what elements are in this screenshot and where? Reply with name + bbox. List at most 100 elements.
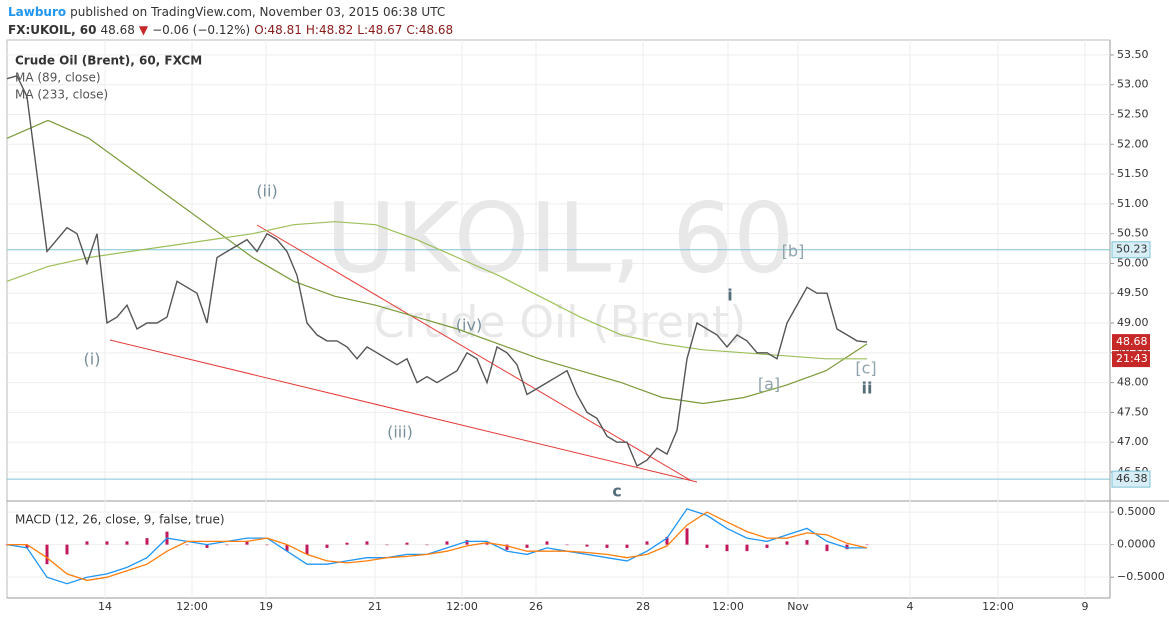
wave-label: ii [862,379,873,398]
histogram-bar [705,544,709,548]
y-tick-label: 50.00 [1117,256,1149,269]
y-tick-label: 50.50 [1117,227,1149,240]
y-tick-label: 0.5000 [1117,505,1156,518]
histogram-bar [285,544,289,552]
wave-label: (iv) [456,316,482,335]
histogram-bar [185,544,189,546]
histogram-bar [625,544,629,548]
x-tick-label: 12:00 [446,600,478,613]
histogram-bar [485,543,489,545]
x-tick-label: 12:00 [982,600,1014,613]
y-tick-label: 51.00 [1117,197,1149,210]
x-tick-label: 12:00 [176,600,208,613]
histogram-bar [805,540,809,545]
wave-label: (iii) [387,423,413,442]
x-tick-label: 21 [368,600,382,613]
x-tick-label: 4 [907,600,914,613]
ohlc-low: L:48.67 [357,23,402,37]
histogram-bar [425,544,429,546]
change: −0.06 (−0.12%) [152,23,250,37]
y-tick-label: 47.50 [1117,405,1149,418]
legend-entry: MA (89, close) [15,71,101,85]
histogram-bar [465,540,469,545]
x-tick-label: 12:00 [712,600,744,613]
y-tick-label: 49.00 [1117,316,1149,329]
trendline [109,339,698,483]
histogram-bar [545,541,549,545]
y-tick-label: 48.00 [1117,376,1149,389]
ohlc-high: H:48.82 [306,23,353,37]
countdown: 21:43 [1116,352,1148,365]
histogram-bar [685,528,689,545]
histogram-bar [205,544,209,548]
symbol: FX:UKOIL, 60 [8,23,97,37]
histogram-bar [145,538,149,545]
histogram-bar [25,544,29,548]
histogram-bar [765,544,769,548]
histogram-bar [345,542,349,545]
y-tick-label: 53.50 [1117,48,1149,61]
symbol-line: FX:UKOIL, 60 48.68 ▼ −0.06 (−0.12%) O:48.81 H… [8,23,453,37]
moving-average [6,119,868,405]
moving-average [6,221,867,360]
price-line-tag [1111,470,1151,488]
x-tick-label: 9 [1082,600,1089,613]
histogram-bar [385,544,389,546]
histogram-bar [585,544,589,547]
wave-label: (ii) [256,182,277,201]
histogram-bar [125,541,129,545]
histogram-bar [305,544,309,555]
publisher: Lawburo [8,5,66,19]
legend-entry: MA (233, close) [15,88,108,102]
trendline [256,224,691,481]
histogram-bar [445,541,449,545]
histogram-bar [525,544,529,548]
wave-label: [b] [782,242,805,261]
countdown-tag [1112,351,1150,368]
histogram-bar [245,541,249,545]
last-price-label: 48.68 [1116,335,1148,348]
y-tick-label: −0.5000 [1117,570,1165,583]
wave-label: c [612,482,621,501]
price-line-label: 50.23 [1116,243,1148,256]
histogram-bar [845,544,849,550]
header-line: Lawburo published on TradingView.com, Nov… [8,5,445,19]
y-tick-label: 53.00 [1117,78,1149,91]
y-tick-label: 49.50 [1117,286,1149,299]
ohlc-close: C:48.68 [406,23,453,37]
price-line-label: 46.38 [1116,472,1148,485]
histogram-bar [665,536,669,545]
wave-label: i [727,286,732,305]
x-tick-label: Nov [787,600,809,613]
histogram-bar [225,544,229,546]
y-tick-label: 0.0000 [1117,538,1156,551]
y-tick-label: 52.50 [1117,107,1149,120]
histogram-bar [505,544,509,550]
x-tick-label: 19 [259,600,273,613]
wave-label: (i) [84,350,101,369]
histogram-bar [745,544,749,552]
last-price-tag [1112,334,1150,351]
macd-title: MACD (12, 26, close, 9, false, true) [15,513,225,527]
histogram-bar [45,544,49,565]
ohlc-open: O:48.81 [254,23,302,37]
price-line-series [6,74,868,468]
wave-label: [c] [855,359,876,378]
histogram-bar [325,544,329,548]
histogram-bar [265,544,269,546]
last: 48.68 [101,23,135,37]
published: published on TradingView.com, November 0… [70,5,445,19]
histogram-bar [725,544,729,552]
histogram-bar [565,544,569,546]
macd-line [6,508,867,585]
histogram-bar [825,544,829,552]
histogram-bar [645,541,649,545]
price-line-tag [1111,241,1151,259]
x-tick-label: 28 [636,600,650,613]
macd-line [7,511,868,582]
watermark-sub: Crude Oil (Brent) [374,297,747,348]
